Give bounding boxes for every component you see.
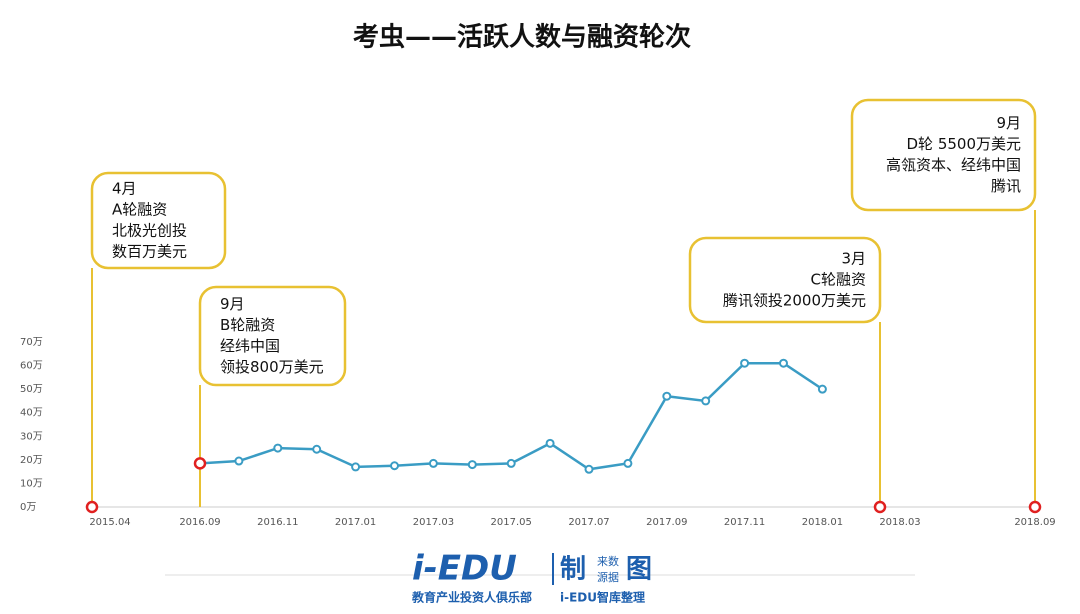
annotation-text: 高瓴资本、经纬中国 xyxy=(886,156,1021,174)
annotation-text: B轮融资 xyxy=(220,316,275,334)
annotation-text: 数百万美元 xyxy=(112,243,187,261)
data-point xyxy=(740,358,750,368)
data-point xyxy=(817,384,827,394)
annotation-box xyxy=(688,236,882,324)
annotation-text: 经纬中国 xyxy=(220,337,280,355)
x-tick-label: 2017.07 xyxy=(568,517,609,528)
x-tick-label: 2017.01 xyxy=(335,517,376,528)
x-tick-label: 2018.03 xyxy=(879,517,920,528)
y-tick-label: 40万 xyxy=(20,408,43,419)
annotation-text: D轮 5500万美元 xyxy=(907,135,1022,153)
annotation-text: 领投800万美元 xyxy=(220,358,324,376)
data-point xyxy=(662,391,672,401)
x-tick-label: 2016.09 xyxy=(179,517,220,528)
annotation-text: 腾讯 xyxy=(991,177,1021,195)
x-tick-label: 2016.11 xyxy=(257,517,298,528)
data-point xyxy=(779,358,788,368)
x-tick-label: 2018.09 xyxy=(1014,517,1055,528)
data-point xyxy=(390,461,399,471)
footer-source-top: 来数 xyxy=(597,555,619,568)
y-tick-label: 70万 xyxy=(20,337,43,348)
annotation-text: 腾讯领投2000万美元 xyxy=(723,292,866,310)
data-point xyxy=(428,458,438,468)
data-point xyxy=(312,444,322,454)
data-point xyxy=(351,462,361,472)
data-point xyxy=(506,458,516,468)
chart-title: 考虫——活跃人数与融资轮次 xyxy=(353,23,691,53)
annotation-box xyxy=(850,98,1037,212)
y-tick-label: 50万 xyxy=(20,384,43,395)
data-point xyxy=(234,456,244,466)
y-tick-label: 60万 xyxy=(20,361,43,372)
footer-logo: i-EDU xyxy=(412,549,517,589)
x-tick-label: 2017.11 xyxy=(724,517,765,528)
annotation-text: 4月 xyxy=(112,180,137,198)
data-point xyxy=(623,458,633,468)
annotation-text: 3月 xyxy=(841,250,866,268)
x-tick-label: 2018.01 xyxy=(802,517,843,528)
data-point xyxy=(545,438,555,448)
footer-mark2: 图 xyxy=(626,555,652,585)
annotation-text: A轮融资 xyxy=(112,201,167,219)
y-tick-label: 20万 xyxy=(20,455,43,466)
footer-tagline: 教育产业投资人俱乐部 xyxy=(411,590,532,605)
event-marker xyxy=(1028,500,1042,514)
event-marker xyxy=(85,500,99,514)
y-tick-label: 10万 xyxy=(20,478,43,489)
annotation-text: 9月 xyxy=(220,295,245,313)
y-tick-label: 30万 xyxy=(20,431,43,442)
annotation-text: C轮融资 xyxy=(811,271,866,289)
footer-source-bottom: 源据 xyxy=(597,570,619,584)
footer-credit: i-EDU智库整理 xyxy=(560,590,645,605)
footer-mark: 制 xyxy=(560,555,586,585)
event-marker xyxy=(873,500,887,514)
data-point xyxy=(467,460,477,470)
annotation-text: 北极光创投 xyxy=(112,222,187,240)
x-tick-label: 2017.03 xyxy=(413,517,454,528)
data-point xyxy=(273,443,283,453)
annotation-text: 9月 xyxy=(996,114,1021,132)
data-point xyxy=(701,396,711,406)
annotation-box xyxy=(198,285,347,387)
y-tick-label: 0万 xyxy=(20,502,36,513)
event-marker xyxy=(193,457,207,470)
x-tick-label: 2017.09 xyxy=(646,517,687,528)
x-tick-label: 2017.05 xyxy=(491,517,532,528)
data-point xyxy=(584,464,594,474)
annotation-box xyxy=(90,171,227,270)
x-tick-label: 2015.04 xyxy=(89,517,130,528)
